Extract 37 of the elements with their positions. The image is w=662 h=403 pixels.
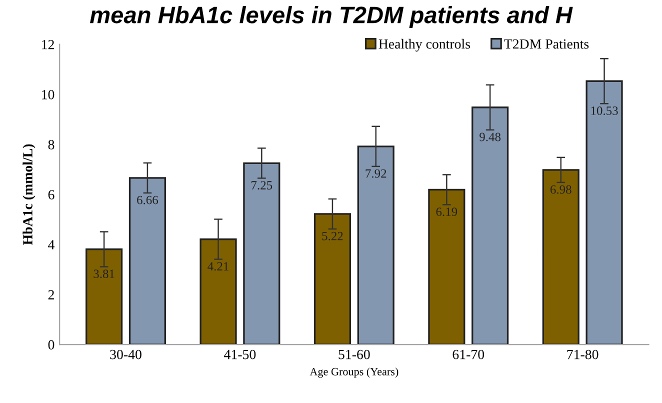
y-tick-label: 2: [48, 290, 54, 300]
x-tick-label: 30-40: [110, 350, 142, 360]
bar: [86, 248, 123, 345]
x-tick-label: 71-80: [567, 350, 598, 360]
bar: [472, 106, 509, 345]
chart-title: mean HbA1c levels in T2DM patients and H: [90, 6, 573, 28]
bar: [243, 162, 280, 345]
bar: [542, 169, 580, 345]
data-label: 7.92: [366, 169, 386, 178]
data-label: 6.19: [436, 208, 458, 216]
legend-label: Healthy controls: [378, 38, 470, 52]
y-tick-label: 12: [42, 40, 54, 50]
y-tick-label: 4: [48, 240, 54, 250]
y-tick-label: 8: [48, 140, 54, 150]
data-label: 4.21: [208, 262, 228, 271]
x-axis-title: Age Groups (Years): [310, 368, 398, 378]
data-label: 6.66: [137, 196, 158, 204]
y-axis-title: HbA1c (mmol/L): [22, 144, 36, 245]
bar: [314, 213, 352, 345]
x-tick-label: 61-70: [452, 350, 484, 360]
bar: [200, 238, 237, 345]
y-tick-label: 6: [48, 190, 54, 200]
bar: [586, 80, 623, 345]
bar: [357, 146, 394, 345]
y-tick-label: 0: [48, 340, 54, 350]
y-tick-label: 10: [42, 90, 54, 100]
data-label: 5.22: [322, 232, 343, 240]
x-tick-label: 51-60: [338, 350, 370, 360]
data-label: 3.81: [94, 270, 114, 278]
data-label: 7.25: [252, 181, 272, 190]
data-label: 10.53: [591, 106, 618, 115]
bar: [128, 177, 166, 345]
data-label: 9.48: [480, 132, 501, 142]
data-label: 6.98: [550, 185, 572, 194]
bar: [428, 188, 466, 345]
legend-label: T2DM Patients: [504, 39, 589, 49]
x-tick-label: 41-50: [224, 350, 256, 360]
